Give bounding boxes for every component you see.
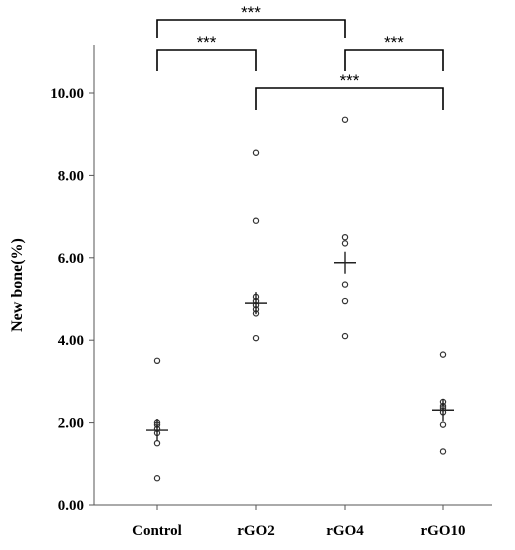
data-point	[153, 357, 161, 364]
significance-bracket	[156, 49, 257, 71]
data-point	[341, 116, 349, 123]
significance-bracket	[255, 87, 444, 110]
significance-bracket	[156, 19, 346, 38]
y-tick-label: 2.00	[58, 416, 84, 432]
data-point	[439, 448, 447, 455]
data-point	[439, 351, 447, 358]
data-point	[252, 217, 260, 224]
significance-label: ***	[241, 3, 261, 22]
data-point	[153, 475, 161, 482]
x-tick-label: rGO2	[237, 523, 275, 539]
data-point	[341, 297, 349, 305]
plot-marks	[146, 116, 454, 482]
y-tick-label: 8.00	[58, 168, 84, 184]
y-tick-label: 6.00	[58, 251, 84, 267]
data-point	[252, 149, 260, 156]
data-point	[252, 334, 260, 342]
data-point	[341, 281, 349, 288]
significance-bracket	[344, 49, 444, 71]
y-tick-label: 4.00	[58, 333, 84, 349]
data-point	[153, 440, 161, 447]
significance-label: ***	[340, 71, 360, 90]
x-tick-label: rGO4	[326, 523, 364, 539]
significance-label: ***	[197, 33, 217, 52]
data-point	[341, 240, 349, 247]
x-tick-label: Control	[132, 523, 182, 539]
data-point	[341, 332, 349, 340]
data-point	[341, 233, 349, 241]
significance-label: ***	[384, 33, 404, 52]
y-tick-label: 10.00	[50, 86, 84, 102]
y-tick-label: 0.00	[58, 498, 84, 514]
significance-brackets: *** *** *** ***	[156, 3, 444, 110]
y-axis-title: New bone(%)	[9, 238, 26, 332]
x-tick-label: rGO10	[421, 523, 466, 539]
data-point	[439, 421, 447, 428]
axes: 0.00 2.00 4.00 6.00 8.00 10.00 Control rGO2 rGO4…	[50, 45, 492, 539]
